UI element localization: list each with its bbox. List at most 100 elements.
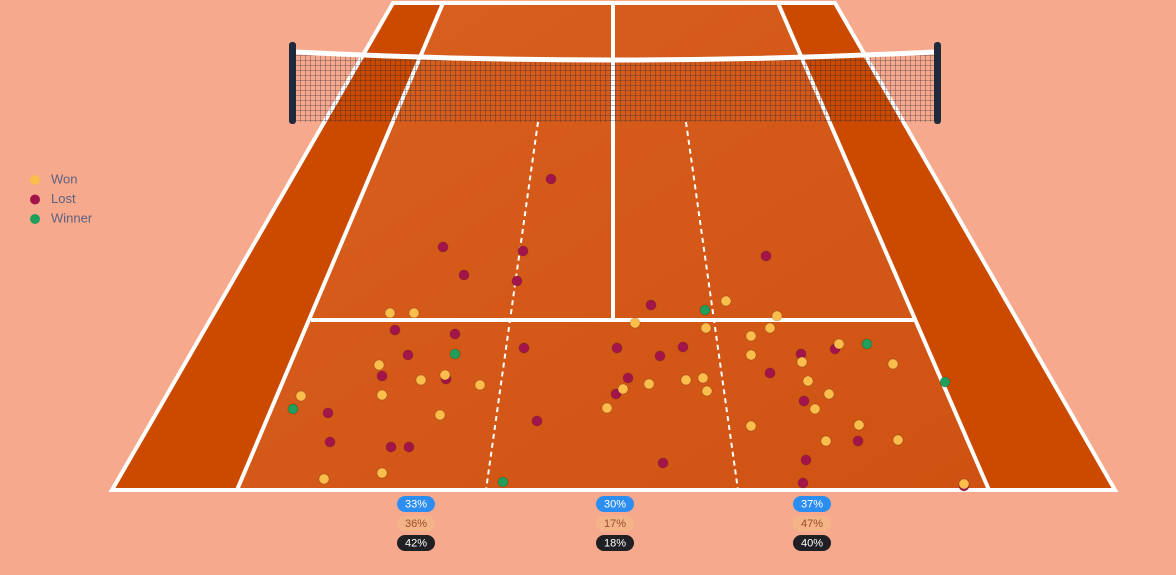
shot-dot — [434, 409, 446, 421]
shot-dot — [764, 322, 776, 334]
shot-dot — [677, 341, 689, 353]
shot-dot — [449, 328, 461, 340]
shot-dot — [511, 275, 523, 287]
shot-dot — [439, 369, 451, 381]
legend-label: Won — [51, 171, 78, 186]
shot-dot — [887, 358, 899, 370]
zone-percent: 37% — [801, 498, 823, 510]
zone-pill — [596, 535, 634, 551]
shot-dot — [373, 359, 385, 371]
shot-dot — [809, 403, 821, 415]
shot-dot — [852, 435, 864, 447]
shot-dot — [797, 477, 809, 489]
shot-dot — [295, 390, 307, 402]
shot-dot — [384, 307, 396, 319]
shot-dot — [657, 457, 669, 469]
shot-dot — [798, 395, 810, 407]
shot-dot — [517, 245, 529, 257]
shot-dot — [771, 310, 783, 322]
shot-dot — [654, 350, 666, 362]
shot-dot — [823, 388, 835, 400]
shot-dot — [408, 307, 420, 319]
zone-percent: 47% — [801, 518, 823, 530]
shot-dot — [699, 304, 711, 316]
shot-dot — [415, 374, 427, 386]
zone-pill — [397, 515, 435, 532]
net-post — [934, 42, 941, 124]
zone-percent: 18% — [604, 537, 626, 549]
zone-pill — [793, 535, 831, 551]
zone-percent: 30% — [604, 498, 626, 510]
shot-dot — [853, 419, 865, 431]
shot-dot — [820, 435, 832, 447]
shot-dot — [861, 338, 873, 350]
shot-dot — [833, 338, 845, 350]
shot-dot — [764, 367, 776, 379]
shot-dot — [939, 376, 951, 388]
shot-dot — [745, 330, 757, 342]
shot-dot — [622, 372, 634, 384]
shot-dot — [610, 388, 622, 400]
zone-divider — [685, 121, 739, 491]
zone-percent: 42% — [405, 537, 427, 549]
zone-pill — [397, 535, 435, 551]
shot-dot — [376, 389, 388, 401]
shot-dot — [697, 372, 709, 384]
zone-pill — [793, 496, 831, 512]
legend-swatch — [30, 214, 40, 224]
net-band — [295, 49, 935, 63]
shot-dot — [745, 420, 757, 432]
legend-label: Lost — [51, 191, 76, 206]
legend-swatch — [30, 194, 40, 205]
shot-dot — [531, 415, 543, 427]
zone-pill — [596, 515, 634, 532]
shot-dot — [745, 349, 757, 361]
shot-dot — [437, 241, 449, 253]
shot-dot — [545, 173, 557, 185]
shot-dot — [701, 385, 713, 397]
zone-percent: 40% — [801, 537, 823, 549]
shot-dot — [403, 441, 415, 453]
shot-dot — [385, 441, 397, 453]
shot-dot — [680, 374, 692, 386]
zone-divider — [485, 121, 539, 491]
shot-dot — [376, 370, 388, 382]
shot-dot — [376, 467, 388, 479]
shot-dot — [458, 269, 470, 281]
zone-percent: 17% — [604, 518, 626, 530]
shot-dot — [958, 478, 970, 490]
zone-percent: 33% — [405, 498, 427, 510]
shot-dot — [474, 379, 486, 391]
legend-swatch — [30, 175, 40, 185]
shot-dot — [802, 375, 814, 387]
shot-dot — [720, 295, 732, 307]
shot-dot — [601, 402, 613, 414]
net — [296, 52, 934, 122]
shot-dot — [760, 250, 772, 262]
shot-dot — [643, 378, 655, 390]
zone-percent: 36% — [405, 518, 427, 530]
shot-dot — [892, 434, 904, 446]
zone-pill — [397, 496, 435, 512]
shot-dot — [497, 476, 509, 488]
shot-dot — [402, 349, 414, 361]
shot-dot — [645, 299, 657, 311]
shot-dot — [796, 356, 808, 368]
net-post — [289, 42, 296, 124]
shot-dot — [700, 322, 712, 334]
shot-dot — [629, 317, 641, 329]
shot-dot — [318, 473, 330, 485]
shot-dot — [518, 342, 530, 354]
legend-label: Winner — [51, 210, 93, 225]
shot-dot — [322, 407, 334, 419]
shot-dot — [287, 403, 299, 415]
zone-pill — [793, 515, 831, 532]
shot-dot — [617, 383, 629, 395]
shot-dot — [389, 324, 401, 336]
zone-pill — [596, 496, 634, 512]
shot-dot — [449, 348, 461, 360]
shot-dot — [611, 342, 623, 354]
shot-dot — [324, 436, 336, 448]
shot-dot — [800, 454, 812, 466]
